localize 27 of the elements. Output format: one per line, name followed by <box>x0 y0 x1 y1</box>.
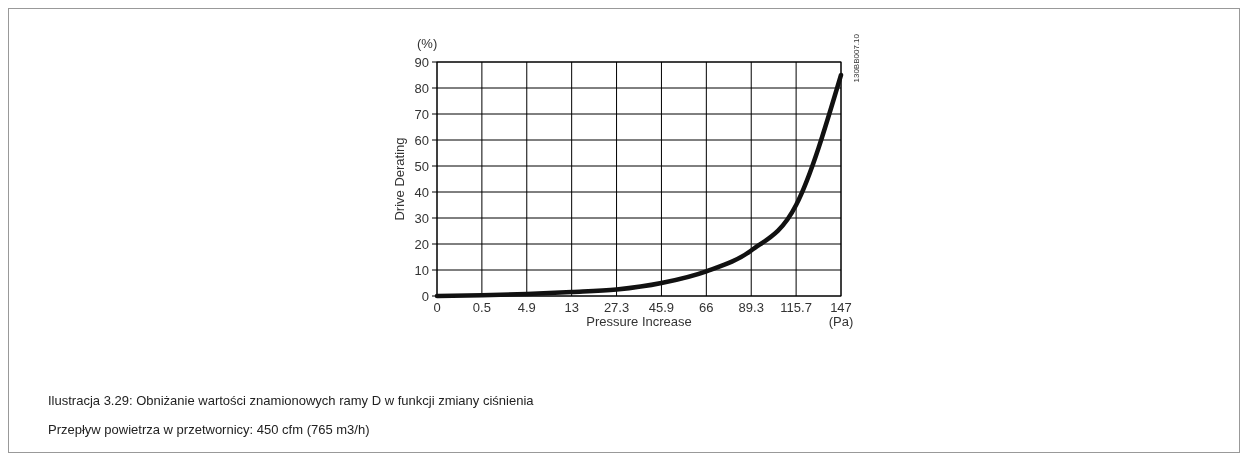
y-tick-label: 30 <box>414 210 429 226</box>
y-axis-title: Drive Derating <box>392 137 407 221</box>
y-tick-label: 70 <box>414 106 429 122</box>
text: Przepływ powietrza w przetwornicy: 450 cfm (765 m3/h) <box>48 422 370 437</box>
y-tick-label: 50 <box>414 158 429 174</box>
y-tick-label: 40 <box>414 184 429 200</box>
x-tick-label: 115.7 <box>780 300 812 315</box>
x-tick-label: 0 <box>433 300 441 315</box>
y-tick-label: 10 <box>414 262 429 278</box>
text: (Pa) <box>828 314 854 329</box>
x-tick-label: 89.3 <box>738 300 764 315</box>
x-tick-label: 13 <box>564 300 579 315</box>
y-tick-label: 80 <box>414 80 429 96</box>
text: 130BB007.10 <box>852 33 861 83</box>
x-tick-label: 4.9 <box>517 300 536 315</box>
y-tick-label: 20 <box>414 236 429 252</box>
x-tick-label: 27.3 <box>603 300 630 315</box>
x-tick-label: 66 <box>699 300 714 315</box>
y-tick-label: 60 <box>414 132 429 148</box>
y-tick-label: 0 <box>421 288 429 304</box>
text: (%) <box>417 36 438 51</box>
text: Ilustracja 3.29: Obniżanie wartości znamionowych ramy D w funkcji zmiany ciśnienia <box>48 393 535 408</box>
x-tick-label: 147 <box>830 300 852 315</box>
x-tick-label: 0.5 <box>472 300 491 315</box>
y-tick-label: 90 <box>414 54 429 70</box>
x-tick-label: 45.9 <box>648 300 675 315</box>
x-axis-title: Pressure Increase <box>586 314 692 329</box>
